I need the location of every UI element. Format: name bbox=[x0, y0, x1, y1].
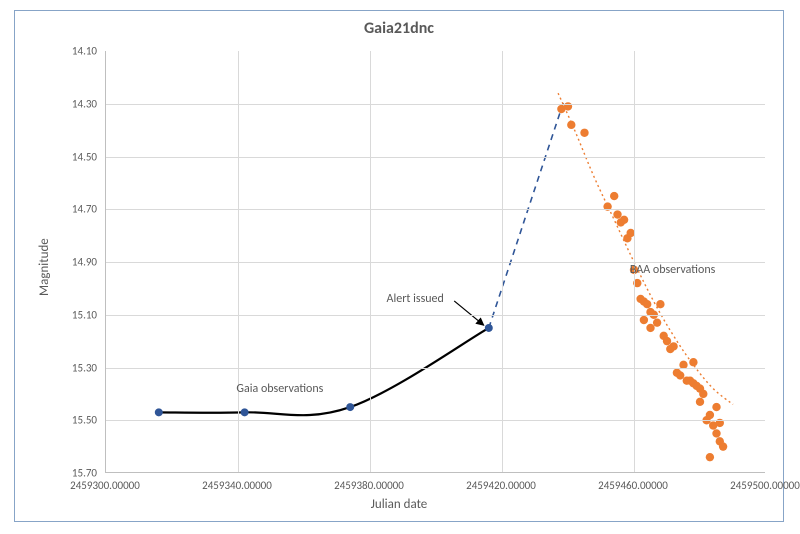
baa-point bbox=[699, 390, 707, 398]
baa-point bbox=[643, 300, 651, 308]
gaia-point bbox=[155, 408, 163, 416]
projection-line bbox=[489, 98, 565, 327]
baa-point bbox=[620, 216, 628, 224]
baa-trend-line bbox=[558, 93, 733, 404]
x-tick-label: 2459500.00000 bbox=[730, 479, 800, 492]
x-tick-label: 2459300.00000 bbox=[70, 479, 140, 492]
baa-point bbox=[712, 429, 720, 437]
baa-point bbox=[567, 121, 575, 129]
baa-point bbox=[663, 337, 671, 345]
y-tick-label: 15.70 bbox=[53, 467, 97, 480]
x-tick-label: 2459340.00000 bbox=[202, 479, 272, 492]
y-tick-label: 14.30 bbox=[53, 97, 97, 110]
gridline-h bbox=[106, 315, 765, 316]
gaia-line bbox=[159, 328, 489, 415]
annotation-gaia: Gaia observations bbox=[236, 382, 323, 396]
gaia-point bbox=[346, 403, 354, 411]
y-tick-label: 15.10 bbox=[53, 308, 97, 321]
y-tick-label: 14.50 bbox=[53, 150, 97, 163]
annotation-alert: Alert issued bbox=[387, 292, 444, 306]
baa-point bbox=[669, 342, 677, 350]
baa-point bbox=[706, 411, 714, 419]
y-tick-label: 14.90 bbox=[53, 256, 97, 269]
baa-point bbox=[719, 442, 727, 450]
baa-point bbox=[640, 316, 648, 324]
chart-title: Gaia21dnc bbox=[15, 19, 783, 38]
alert-arrow bbox=[454, 301, 484, 325]
baa-point bbox=[689, 358, 697, 366]
gridline-h bbox=[106, 157, 765, 158]
baa-point bbox=[646, 324, 654, 332]
y-tick-label: 14.10 bbox=[53, 45, 97, 58]
gridline-h bbox=[106, 368, 765, 369]
x-axis-label: Julian date bbox=[15, 497, 783, 512]
x-tick-label: 2459460.00000 bbox=[598, 479, 668, 492]
baa-point bbox=[712, 403, 720, 411]
gridline-h bbox=[106, 209, 765, 210]
x-tick-label: 2459420.00000 bbox=[466, 479, 536, 492]
y-tick-label: 15.50 bbox=[53, 414, 97, 427]
chart-frame: Gaia21dnc Magnitude Julian date 2459300.… bbox=[14, 10, 784, 522]
baa-point bbox=[656, 300, 664, 308]
annotation-baa: BAA observations bbox=[630, 263, 715, 277]
baa-point bbox=[696, 398, 704, 406]
baa-point bbox=[676, 371, 684, 379]
gaia-point bbox=[241, 408, 249, 416]
gridline-h bbox=[106, 420, 765, 421]
y-axis-label: Magnitude bbox=[37, 238, 52, 296]
y-tick-label: 14.70 bbox=[53, 203, 97, 216]
baa-point bbox=[653, 318, 661, 326]
baa-point bbox=[613, 210, 621, 218]
baa-point bbox=[580, 129, 588, 137]
gridline-h bbox=[106, 104, 765, 105]
baa-point bbox=[706, 453, 714, 461]
y-tick-label: 15.30 bbox=[53, 361, 97, 374]
baa-point bbox=[610, 192, 618, 200]
x-tick-label: 2459380.00000 bbox=[334, 479, 404, 492]
